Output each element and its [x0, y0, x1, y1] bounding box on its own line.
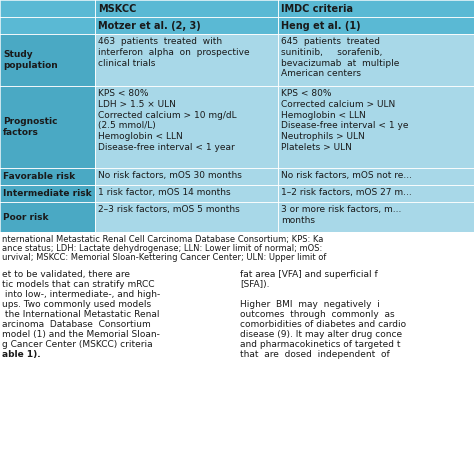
- Text: KPS < 80%
LDH > 1.5 × ULN
Corrected calcium > 10 mg/dL
(2.5 mmol/L)
Hemoglobin <: KPS < 80% LDH > 1.5 × ULN Corrected calc…: [98, 89, 237, 152]
- Text: 645  patients  treated
sunitinib,     sorafenib,
bevacizumab  at  multiple
Ameri: 645 patients treated sunitinib, sorafeni…: [281, 37, 400, 78]
- Text: and pharmacokinetics of targeted t: and pharmacokinetics of targeted t: [240, 340, 401, 349]
- Text: Intermediate risk: Intermediate risk: [3, 189, 91, 198]
- Text: No risk factors, mOS 30 months: No risk factors, mOS 30 months: [98, 171, 242, 180]
- Text: Higher  BMI  may  negatively  i: Higher BMI may negatively i: [240, 300, 380, 309]
- Bar: [278, 34, 474, 86]
- Bar: [278, 202, 474, 232]
- Text: 1–2 risk factors, mOS 27 m...: 1–2 risk factors, mOS 27 m...: [281, 188, 412, 197]
- Text: et to be validated, there are: et to be validated, there are: [2, 270, 130, 279]
- Bar: [95, 0, 278, 17]
- Bar: [0, 185, 95, 202]
- Bar: [95, 17, 278, 34]
- Text: nternational Metastatic Renal Cell Carcinoma Database Consortium; KPS: Ka: nternational Metastatic Renal Cell Carci…: [2, 235, 323, 244]
- Text: able 1).: able 1).: [2, 350, 41, 359]
- Bar: [0, 168, 95, 185]
- Text: No risk factors, mOS not re...: No risk factors, mOS not re...: [281, 171, 412, 180]
- Bar: [95, 185, 278, 202]
- Text: 463  patients  treated  with
interferon  alpha  on  prospective
clinical trials: 463 patients treated with interferon alp…: [98, 37, 250, 67]
- Text: tic models that can stratify mRCC: tic models that can stratify mRCC: [2, 280, 155, 289]
- Text: [SFA]).: [SFA]).: [240, 280, 270, 289]
- Text: MSKCC: MSKCC: [98, 3, 137, 13]
- Bar: [95, 202, 278, 232]
- Text: IMDC criteria: IMDC criteria: [281, 3, 353, 13]
- Bar: [0, 86, 95, 168]
- Text: that  are  dosed  independent  of: that are dosed independent of: [240, 350, 390, 359]
- Text: arcinoma  Database  Consortium: arcinoma Database Consortium: [2, 320, 151, 329]
- Text: comorbidities of diabetes and cardio: comorbidities of diabetes and cardio: [240, 320, 406, 329]
- Text: Prognostic
factors: Prognostic factors: [3, 117, 57, 137]
- Bar: [278, 86, 474, 168]
- Text: ance status; LDH: Lactate dehydrogenase; LLN: Lower limit of normal; mOS:: ance status; LDH: Lactate dehydrogenase;…: [2, 244, 322, 253]
- Text: into low-, intermediate-, and high-: into low-, intermediate-, and high-: [2, 290, 160, 299]
- Text: fat area [VFA] and superficial f: fat area [VFA] and superficial f: [240, 270, 378, 279]
- Text: Poor risk: Poor risk: [3, 212, 48, 221]
- Bar: [0, 34, 95, 86]
- Bar: [278, 168, 474, 185]
- Text: g Cancer Center (MSKCC) criteria: g Cancer Center (MSKCC) criteria: [2, 340, 153, 349]
- Bar: [95, 34, 278, 86]
- Text: Motzer et al. (2, 3): Motzer et al. (2, 3): [98, 20, 201, 30]
- Text: Favorable risk: Favorable risk: [3, 172, 75, 181]
- Bar: [278, 0, 474, 17]
- Text: 2–3 risk factors, mOS 5 months: 2–3 risk factors, mOS 5 months: [98, 205, 240, 214]
- Text: the International Metastatic Renal: the International Metastatic Renal: [2, 310, 159, 319]
- Text: ups. Two commonly used models: ups. Two commonly used models: [2, 300, 151, 309]
- Text: 1 risk factor, mOS 14 months: 1 risk factor, mOS 14 months: [98, 188, 231, 197]
- Text: 3 or more risk factors, m...
months: 3 or more risk factors, m... months: [281, 205, 401, 225]
- Text: model (1) and the Memorial Sloan-: model (1) and the Memorial Sloan-: [2, 330, 160, 339]
- Bar: [95, 168, 278, 185]
- Bar: [278, 17, 474, 34]
- Text: Study
population: Study population: [3, 50, 58, 70]
- Text: KPS < 80%
Corrected calcium > ULN
Hemoglobin < LLN
Disease-free interval < 1 ye
: KPS < 80% Corrected calcium > ULN Hemogl…: [281, 89, 409, 152]
- Bar: [278, 185, 474, 202]
- Bar: [95, 86, 278, 168]
- Text: urvival; MSKCC: Memorial Sloan-Kettering Cancer Center; ULN: Upper limit of: urvival; MSKCC: Memorial Sloan-Kettering…: [2, 253, 327, 262]
- Bar: [0, 202, 95, 232]
- Text: disease (9). It may alter drug conce: disease (9). It may alter drug conce: [240, 330, 402, 339]
- Bar: [0, 0, 95, 17]
- Text: outcomes  through  commonly  as: outcomes through commonly as: [240, 310, 395, 319]
- Text: Heng et al. (1): Heng et al. (1): [281, 20, 361, 30]
- Bar: [0, 17, 95, 34]
